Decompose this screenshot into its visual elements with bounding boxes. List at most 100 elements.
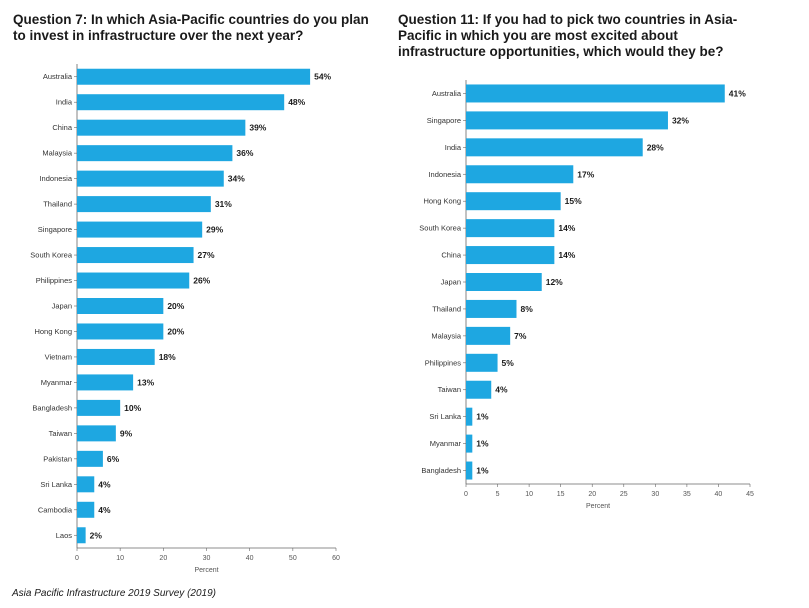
value-label: 1% [476,412,489,422]
value-label: 4% [98,479,111,489]
x-tick-label: 50 [289,555,297,562]
category-label: Hong Kong [34,327,72,336]
category-label: Thailand [43,200,72,209]
category-label: Australia [432,89,462,98]
category-label: Myanmar [430,439,462,448]
category-label: China [441,251,461,260]
value-label: 15% [565,196,582,206]
value-label: 8% [520,304,533,314]
category-label: Sri Lanka [429,412,462,421]
category-label: Indonesia [39,174,72,183]
bar-south-korea [77,247,194,264]
category-label: South Korea [30,251,73,260]
bar-laos [77,527,86,544]
bar-philippines [466,353,498,372]
x-tick-label: 30 [651,491,659,498]
bar-taiwan [466,380,492,399]
bar-sri-lanka [466,407,473,426]
value-label: 36% [236,148,253,158]
category-label: Malaysia [431,331,461,340]
value-label: 1% [476,466,489,476]
category-label: Taiwan [49,429,72,438]
bar-bangladesh [77,399,121,416]
value-label: 28% [647,142,664,152]
value-label: 54% [314,72,331,82]
value-label: 48% [288,97,305,107]
x-tick-label: 40 [246,555,254,562]
value-label: 20% [167,326,184,336]
category-label: Pakistan [43,454,72,463]
bar-myanmar [77,374,134,391]
x-tick-label: 15 [557,491,565,498]
x-tick-label: 10 [525,491,533,498]
x-tick-label: 0 [464,491,468,498]
value-label: 5% [502,358,515,368]
x-tick-label: 45 [746,491,754,498]
bar-japan [77,298,164,314]
chart-1-title: Question 7: In which Asia-Pacific countr… [13,12,369,43]
bar-hong-kong [466,192,561,211]
x-tick-label: 0 [75,555,79,562]
bar-sri-lanka [77,476,95,493]
value-label: 12% [546,277,563,287]
bar-india [466,138,643,157]
chart-2-title: Question 11: If you had to pick two coun… [398,12,738,59]
category-label: China [52,123,72,132]
value-label: 17% [577,169,594,179]
x-tick-label: 35 [683,491,691,498]
category-label: South Korea [419,224,462,233]
category-label: Taiwan [438,385,461,394]
category-label: Laos [56,531,73,540]
bar-thailand [77,196,211,213]
x-tick-label: 60 [332,555,340,562]
value-label: 26% [193,276,210,286]
x-axis-label: Percent [586,503,610,510]
value-label: 32% [672,115,689,125]
bar-taiwan [77,425,116,442]
category-label: Bangladesh [32,403,72,412]
category-label: Japan [441,278,461,287]
bar-australia [77,68,311,85]
source-caption: Asia Pacific Infrastructure 2019 Survey … [12,588,216,599]
value-label: 13% [137,377,154,387]
value-label: 41% [729,88,746,98]
x-tick-label: 5 [496,491,500,498]
value-label: 29% [206,225,223,235]
bar-singapore [77,221,203,238]
x-tick-label: 30 [203,555,211,562]
category-label: Malaysia [42,149,72,158]
bar-hong-kong [77,323,164,340]
category-label: Myanmar [41,378,73,387]
bar-myanmar [466,434,473,453]
bar-china [77,119,246,136]
bar-vietnam [77,348,155,365]
category-label: India [56,98,73,107]
bar-cambodia [77,501,95,518]
bar-thailand [466,299,517,318]
x-tick-label: 20 [159,555,167,562]
value-label: 20% [167,301,184,311]
bar-australia [466,84,725,103]
category-label: Cambodia [38,505,73,514]
category-label: Vietnam [45,352,72,361]
value-label: 18% [159,352,176,362]
bar-philippines [77,272,190,289]
value-label: 27% [198,250,215,260]
x-tick-label: 25 [620,491,628,498]
bar-malaysia [466,326,511,345]
bar-south-korea [466,219,555,238]
category-label: Australia [43,72,73,81]
value-label: 4% [98,505,111,515]
x-tick-label: 20 [588,491,596,498]
bar-singapore [466,111,668,130]
x-tick-label: 40 [715,491,723,498]
bar-pakistan [77,450,103,467]
bar-indonesia [466,165,574,184]
x-axis-label: Percent [194,567,218,574]
value-label: 34% [228,174,245,184]
category-label: Indonesia [428,170,461,179]
category-label: Philippines [36,276,73,285]
bar-malaysia [77,145,233,162]
bar-china [466,246,555,265]
